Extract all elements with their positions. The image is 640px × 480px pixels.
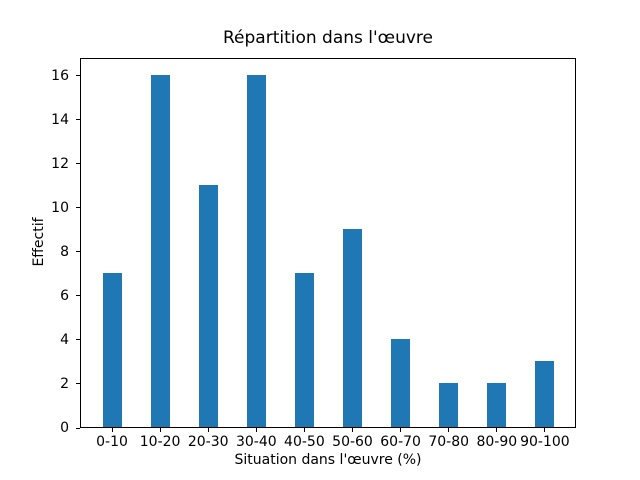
x-tick-label: 40-50 <box>284 434 325 450</box>
x-tick-label: 20-30 <box>187 434 229 450</box>
x-tick-mark <box>496 428 498 432</box>
x-tick-label: 30-40 <box>235 434 277 450</box>
bar-10-20 <box>150 74 170 427</box>
y-tick-mark <box>76 251 80 253</box>
x-tick-label: 0-10 <box>96 434 128 450</box>
y-tick-mark <box>76 427 80 429</box>
bar-50-60 <box>343 228 362 427</box>
x-tick-label: 70-80 <box>428 434 470 450</box>
x-tick-label: 90-100 <box>520 434 570 450</box>
y-tick-label: 2 <box>60 375 69 392</box>
y-tick-mark <box>76 75 80 77</box>
x-tick-label: 60-70 <box>380 434 421 450</box>
x-tick-mark <box>111 428 113 432</box>
y-tick-label: 0 <box>60 420 69 436</box>
y-tick-label: 12 <box>51 155 69 172</box>
y-tick-mark <box>76 339 80 341</box>
bar-20-30 <box>198 184 218 427</box>
y-tick-mark <box>76 383 80 385</box>
x-tick-mark <box>544 428 546 432</box>
plot-area <box>80 58 576 428</box>
x-tick-label: 50-60 <box>332 434 373 450</box>
x-tick-mark <box>400 428 402 432</box>
bar-0-10 <box>102 272 122 427</box>
x-tick-mark <box>207 428 209 432</box>
y-tick-mark <box>76 207 80 209</box>
x-tick-label: 10-20 <box>139 434 181 450</box>
bar-90-100 <box>535 360 555 427</box>
y-tick-mark <box>76 163 80 165</box>
x-tick-mark <box>159 428 161 432</box>
y-tick-mark <box>76 295 80 297</box>
y-tick-label: 8 <box>60 243 69 260</box>
y-tick-label: 10 <box>51 199 69 216</box>
chart-title: Répartition dans l'œuvre <box>222 28 433 48</box>
x-tick-label: 80-90 <box>476 434 518 450</box>
x-tick-mark <box>448 428 450 432</box>
y-tick-label: 4 <box>60 331 69 348</box>
bar-70-80 <box>439 382 459 427</box>
y-tick-label: 16 <box>51 67 69 84</box>
x-tick-mark <box>352 428 353 432</box>
bar-30-40 <box>246 74 266 427</box>
bar-40-50 <box>294 272 314 427</box>
x-tick-mark <box>255 428 257 432</box>
y-tick-label: 14 <box>51 111 69 128</box>
x-axis-label: Situation dans l'œuvre (%) <box>234 452 422 468</box>
bar-80-90 <box>487 382 507 427</box>
y-tick-label: 6 <box>60 287 69 304</box>
x-tick-mark <box>303 428 305 432</box>
bar-60-70 <box>391 338 411 427</box>
y-tick-mark <box>76 119 80 121</box>
